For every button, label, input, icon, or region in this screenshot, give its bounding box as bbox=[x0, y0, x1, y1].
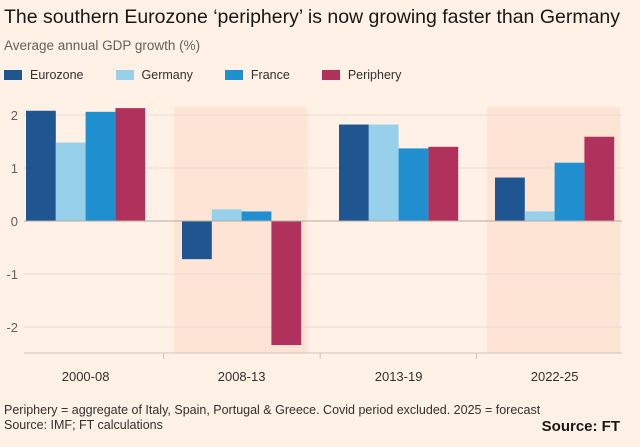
legend-label: France bbox=[250, 68, 290, 82]
x-tick-label: 2008-13 bbox=[218, 369, 266, 384]
source-note: Source: IMF; FT calculations bbox=[4, 418, 163, 432]
legend: Eurozone Germany France Periphery bbox=[4, 68, 433, 82]
x-tick-label: 2000-08 bbox=[62, 369, 110, 384]
chart-title: The southern Eurozone ‘periphery’ is now… bbox=[4, 6, 621, 28]
legend-swatch bbox=[4, 70, 22, 80]
bar-germany-2022-25 bbox=[524, 211, 555, 221]
bar-periphery-2022-25 bbox=[584, 136, 615, 221]
y-tick-label: 0 bbox=[11, 214, 18, 229]
legend-label: Germany bbox=[141, 68, 193, 82]
bar-eurozone-2008-13 bbox=[182, 221, 212, 260]
legend-item-eurozone: Eurozone bbox=[4, 68, 84, 82]
legend-swatch bbox=[224, 70, 243, 80]
y-tick-label: 1 bbox=[11, 161, 18, 176]
bar-eurozone-2022-25 bbox=[495, 177, 525, 221]
legend-item-periphery: Periphery bbox=[321, 68, 402, 82]
footer: Periphery = aggregate of Italy, Spain, P… bbox=[4, 403, 540, 433]
footnote: Periphery = aggregate of Italy, Spain, P… bbox=[4, 403, 541, 417]
y-tick-label: 2 bbox=[11, 108, 18, 123]
bar-france-2013-19 bbox=[398, 148, 429, 221]
bar-germany-2013-19 bbox=[368, 124, 399, 221]
bar-france-2000-08 bbox=[85, 111, 116, 221]
bar-germany-2000-08 bbox=[55, 142, 86, 221]
x-tick-label: 2022-25 bbox=[531, 369, 579, 384]
bar-germany-2008-13 bbox=[211, 209, 242, 221]
bar-periphery-2000-08 bbox=[115, 108, 146, 221]
x-tick-label: 2013-19 bbox=[375, 369, 423, 384]
legend-swatch bbox=[321, 70, 340, 80]
y-tick-label: -1 bbox=[6, 267, 18, 282]
ft-source-brand: Source: FT bbox=[541, 418, 620, 435]
bar-periphery-2013-19 bbox=[428, 146, 459, 221]
bar-chart: 2 1 0 -1 -2 2000-08 2008-13 2013-19 2022-25 bbox=[6, 107, 622, 384]
bar-france-2022-25 bbox=[554, 162, 585, 221]
legend-swatch bbox=[115, 70, 134, 80]
bar-eurozone-2000-08 bbox=[26, 110, 56, 221]
y-tick-label: -2 bbox=[6, 320, 18, 335]
chart-subtitle: Average annual GDP growth (%) bbox=[4, 38, 201, 53]
bar-france-2008-13 bbox=[241, 211, 272, 221]
legend-item-germany: Germany bbox=[115, 68, 193, 82]
legend-item-france: France bbox=[224, 68, 290, 82]
bar-eurozone-2013-19 bbox=[339, 124, 369, 221]
legend-label: Eurozone bbox=[30, 68, 84, 82]
legend-label: Periphery bbox=[347, 68, 402, 82]
bar-periphery-2008-13 bbox=[271, 221, 302, 346]
